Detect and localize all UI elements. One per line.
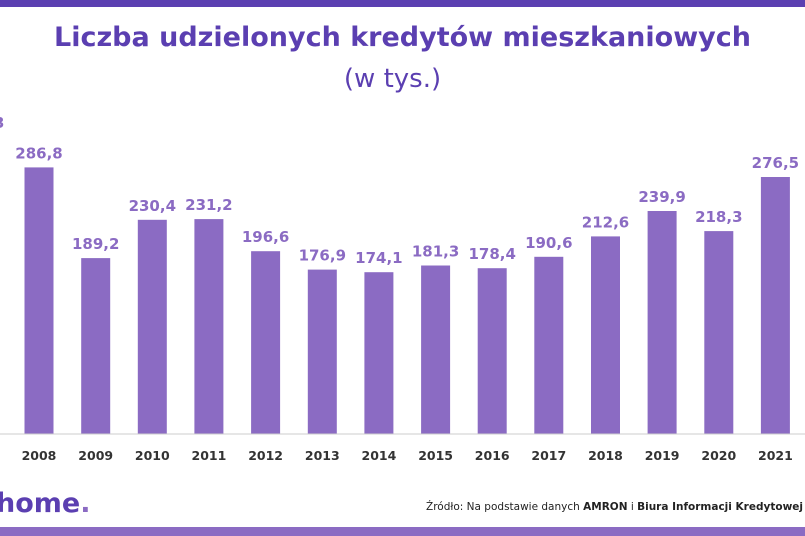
source-bik: Biura Informacji Kredytowej: [637, 501, 803, 513]
value-label-2020: 218,3: [695, 208, 742, 226]
year-label-2016: 2016: [475, 448, 510, 463]
bar-2016: [477, 268, 507, 434]
year-label-2019: 2019: [645, 448, 680, 463]
value-label-2017: 190,6: [525, 234, 572, 252]
value-label-2012: 196,6: [242, 228, 289, 246]
bar-2010: [137, 219, 167, 434]
value-label-2009: 189,2: [72, 235, 119, 253]
year-labels-group: 2008 2009 2010 2011 2012 2013 2014 2015 2016 2017…: [22, 448, 793, 463]
bar-2021: [760, 177, 790, 434]
year-label-2018: 2018: [588, 448, 623, 463]
bar-2013: [307, 269, 337, 434]
bar-2020: [704, 231, 734, 434]
bar-2009: [81, 258, 111, 434]
bar-2012: [251, 251, 281, 434]
logo-text: home: [0, 488, 81, 519]
value-label-2010: 230,4: [129, 197, 176, 215]
bar-2008: [24, 167, 54, 434]
brand-logo: home.: [0, 488, 90, 519]
year-label-2017: 2017: [531, 448, 566, 463]
year-label-2021: 2021: [758, 448, 793, 463]
year-label-2009: 2009: [78, 448, 113, 463]
value-label-2014: 174,1: [355, 249, 402, 267]
value-label-2019: 239,9: [638, 188, 685, 206]
value-label-2008: 286,8: [15, 144, 62, 162]
value-label-2021: 276,5: [752, 154, 799, 172]
year-label-2015: 2015: [418, 448, 453, 463]
source-mid: i: [627, 501, 638, 513]
cropped-value-label: 3: [0, 114, 4, 132]
year-label-2014: 2014: [362, 448, 397, 463]
chart-subtitle: (w tys.): [343, 64, 442, 94]
value-label-2018: 212,6: [582, 213, 629, 231]
value-label-2013: 176,9: [299, 247, 346, 265]
year-label-2008: 2008: [22, 448, 57, 463]
bar-2017: [534, 256, 564, 434]
bar-2015: [421, 265, 451, 434]
bar-2011: [194, 219, 224, 434]
bottom-accent-bar: [0, 527, 805, 536]
logo-dot: .: [80, 488, 91, 519]
value-label-2016: 178,4: [468, 245, 515, 263]
source-note: Źródło: Na podstawie danych AMRON i Biur…: [426, 501, 803, 513]
bars-group: [24, 167, 790, 434]
source-amron: AMRON: [583, 501, 628, 513]
year-label-2020: 2020: [701, 448, 736, 463]
year-label-2010: 2010: [135, 448, 170, 463]
bar-chart: 286,8 189,2 230,4 231,2 196,6 176,9 174,1 181,3…: [0, 144, 805, 463]
chart-title: Liczba udzielonych kredytów mieszkaniowy…: [54, 22, 751, 53]
top-accent-bar: [0, 0, 805, 7]
bar-2014: [364, 272, 394, 434]
value-label-2015: 181,3: [412, 243, 459, 261]
value-label-2011: 231,2: [185, 196, 232, 214]
bar-2019: [647, 211, 677, 434]
value-labels-group: 286,8 189,2 230,4 231,2 196,6 176,9 174,1 181,3…: [15, 144, 799, 267]
year-label-2012: 2012: [248, 448, 283, 463]
bar-2018: [591, 236, 620, 434]
source-prefix: Źródło: Na podstawie danych: [426, 501, 584, 513]
year-label-2013: 2013: [305, 448, 340, 463]
year-label-2011: 2011: [192, 448, 227, 463]
